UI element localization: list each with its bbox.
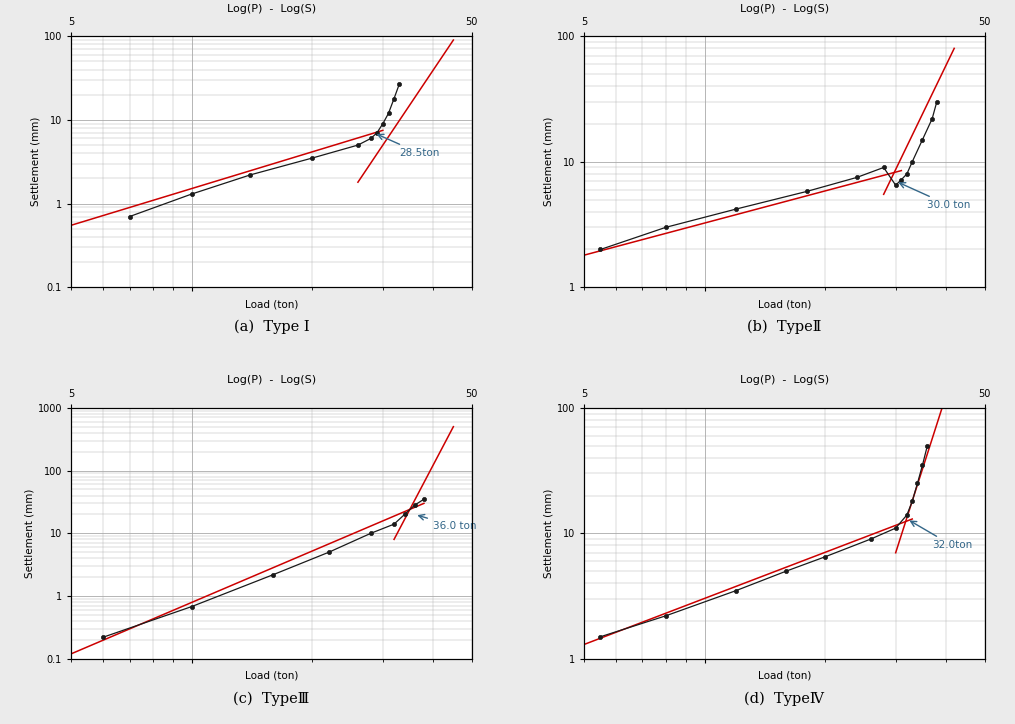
Text: (b)  TypeⅡ: (b) TypeⅡ bbox=[747, 320, 821, 334]
Text: (d)  TypeⅣ: (d) TypeⅣ bbox=[744, 691, 824, 706]
X-axis label: Load (ton): Load (ton) bbox=[245, 670, 298, 681]
Text: (c)  TypeⅢ: (c) TypeⅢ bbox=[233, 691, 310, 706]
X-axis label: Log(P)  -  Log(S): Log(P) - Log(S) bbox=[226, 4, 316, 14]
Y-axis label: Settlement (mm): Settlement (mm) bbox=[544, 117, 554, 206]
X-axis label: Log(P)  -  Log(S): Log(P) - Log(S) bbox=[740, 375, 829, 385]
Text: 28.5ton: 28.5ton bbox=[378, 135, 439, 158]
X-axis label: Log(P)  -  Log(S): Log(P) - Log(S) bbox=[226, 375, 316, 385]
Text: (a)  Type I: (a) Type I bbox=[233, 320, 310, 334]
Y-axis label: Settlement (mm): Settlement (mm) bbox=[24, 489, 35, 578]
Text: 36.0 ton: 36.0 ton bbox=[419, 515, 476, 531]
X-axis label: Load (ton): Load (ton) bbox=[757, 670, 811, 681]
Text: 32.0ton: 32.0ton bbox=[910, 521, 972, 550]
X-axis label: Load (ton): Load (ton) bbox=[757, 299, 811, 309]
Text: 30.0 ton: 30.0 ton bbox=[899, 182, 970, 210]
X-axis label: Log(P)  -  Log(S): Log(P) - Log(S) bbox=[740, 4, 829, 14]
Y-axis label: Settlement (mm): Settlement (mm) bbox=[544, 489, 554, 578]
X-axis label: Load (ton): Load (ton) bbox=[245, 299, 298, 309]
Y-axis label: Settlement (mm): Settlement (mm) bbox=[30, 117, 41, 206]
